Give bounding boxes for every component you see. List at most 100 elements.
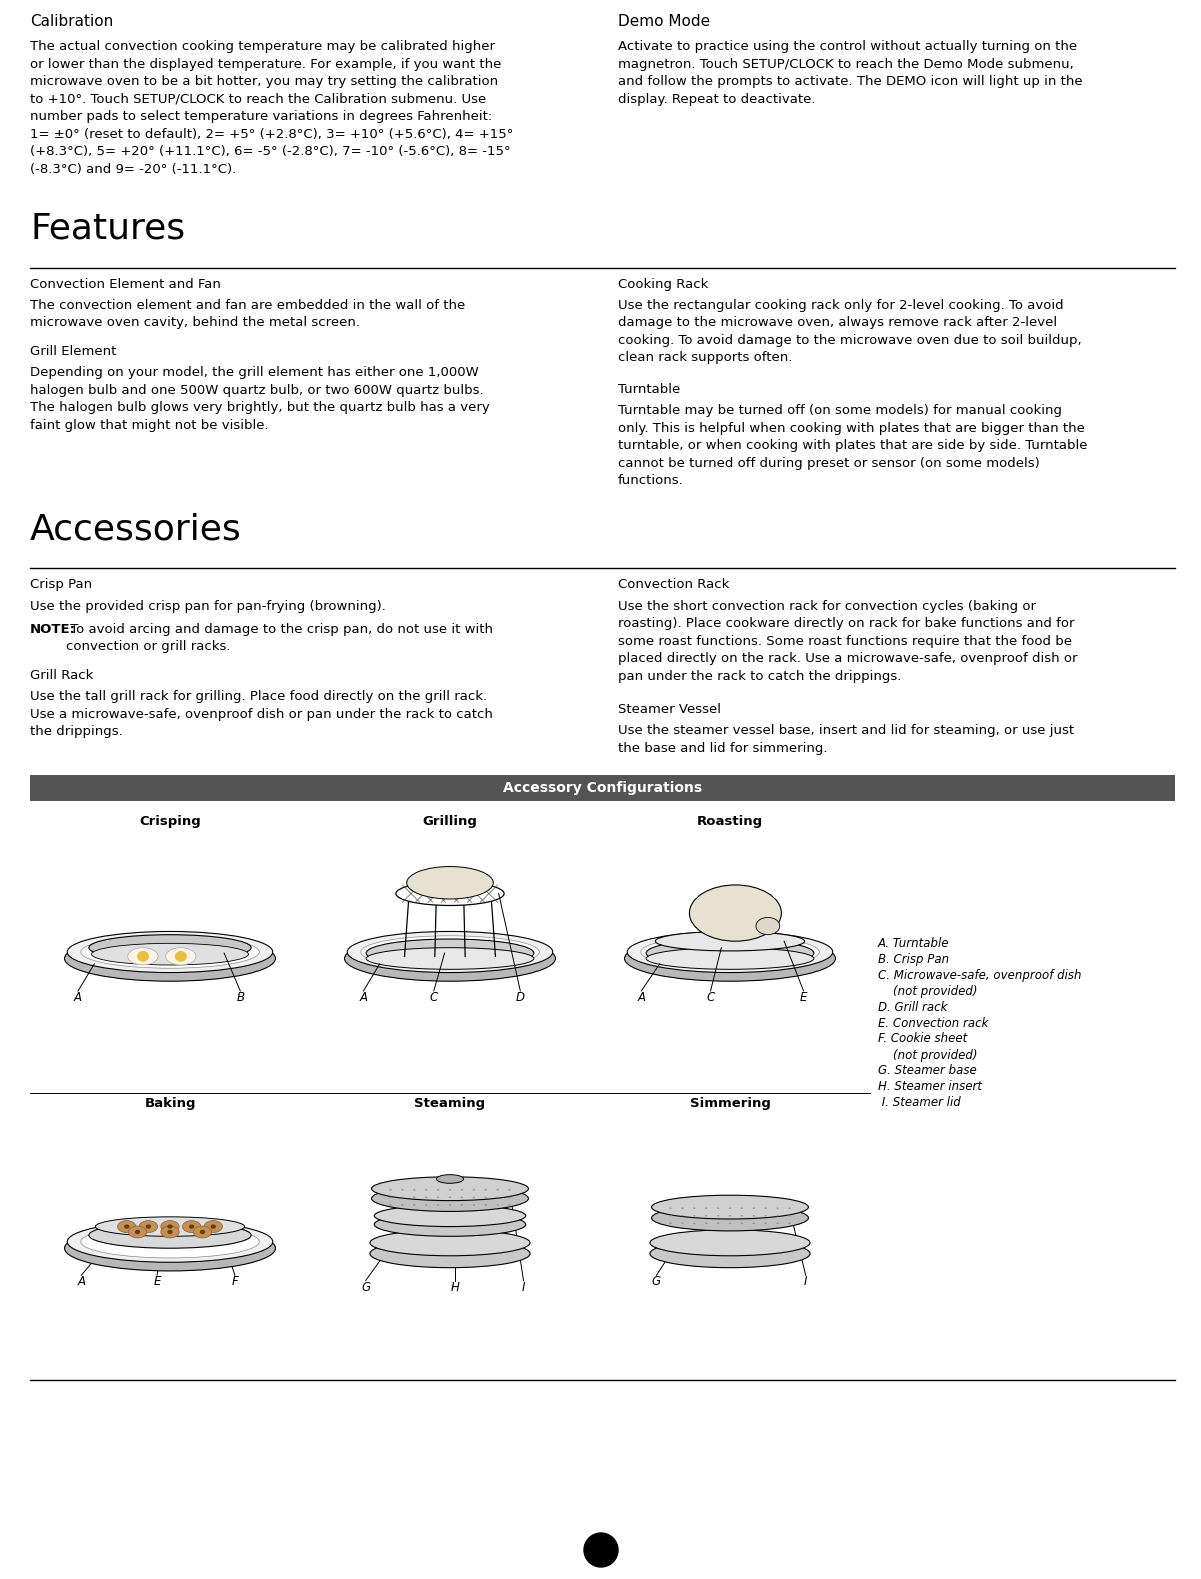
Ellipse shape — [166, 947, 196, 965]
Ellipse shape — [139, 1221, 157, 1233]
Text: NOTE:: NOTE: — [30, 622, 76, 636]
Text: To avoid arcing and damage to the crisp pan, do not use it with
convection or gr: To avoid arcing and damage to the crisp … — [66, 622, 492, 654]
Text: H. Steamer insert: H. Steamer insert — [878, 1080, 982, 1093]
Ellipse shape — [167, 1224, 173, 1228]
Ellipse shape — [669, 1208, 671, 1210]
Ellipse shape — [681, 1222, 683, 1224]
Ellipse shape — [656, 932, 805, 951]
Ellipse shape — [625, 936, 836, 981]
Ellipse shape — [437, 1189, 440, 1191]
Text: B: B — [237, 992, 244, 1004]
Ellipse shape — [210, 1224, 216, 1228]
Ellipse shape — [652, 1205, 808, 1232]
Ellipse shape — [717, 1222, 719, 1224]
Ellipse shape — [681, 1208, 683, 1210]
Text: D. Grill rack: D. Grill rack — [878, 1001, 948, 1014]
Ellipse shape — [627, 932, 832, 973]
Ellipse shape — [776, 1222, 779, 1224]
Ellipse shape — [788, 1222, 790, 1224]
Ellipse shape — [460, 1197, 464, 1198]
Ellipse shape — [669, 1214, 671, 1216]
Ellipse shape — [705, 1208, 707, 1210]
Text: Activate to practice using the control without actually turning on the
magnetron: Activate to practice using the control w… — [619, 39, 1082, 106]
Ellipse shape — [129, 1225, 147, 1238]
Ellipse shape — [401, 1197, 404, 1198]
Ellipse shape — [89, 1222, 251, 1249]
Ellipse shape — [137, 951, 149, 962]
Text: D: D — [515, 992, 525, 1004]
Ellipse shape — [413, 1197, 416, 1198]
Text: Roasting: Roasting — [697, 815, 763, 827]
Text: A. Turntable: A. Turntable — [878, 936, 950, 951]
Ellipse shape — [80, 936, 259, 968]
Ellipse shape — [693, 1214, 695, 1216]
Ellipse shape — [776, 1208, 779, 1210]
Ellipse shape — [161, 1225, 179, 1238]
Ellipse shape — [693, 1222, 695, 1224]
Ellipse shape — [371, 1186, 528, 1211]
Text: Use the provided crisp pan for pan-frying (browning).: Use the provided crisp pan for pan-fryin… — [30, 600, 386, 613]
Ellipse shape — [449, 1197, 452, 1198]
Ellipse shape — [425, 1197, 428, 1198]
Text: Crisp Pan: Crisp Pan — [30, 578, 92, 592]
Text: I: I — [803, 1276, 807, 1288]
Ellipse shape — [80, 1225, 259, 1258]
Text: Steamer Vessel: Steamer Vessel — [619, 703, 721, 717]
Ellipse shape — [472, 1197, 476, 1198]
Ellipse shape — [436, 1175, 464, 1183]
Ellipse shape — [389, 1189, 392, 1191]
Ellipse shape — [366, 940, 533, 968]
Ellipse shape — [741, 1208, 743, 1210]
Ellipse shape — [755, 917, 779, 935]
Ellipse shape — [389, 1205, 392, 1206]
Text: A: A — [77, 1276, 85, 1288]
Ellipse shape — [371, 1176, 528, 1200]
Ellipse shape — [89, 935, 251, 960]
Ellipse shape — [407, 867, 494, 898]
Ellipse shape — [167, 1230, 173, 1235]
Ellipse shape — [689, 884, 782, 941]
Ellipse shape — [646, 947, 814, 970]
Ellipse shape — [67, 1221, 273, 1262]
Text: A: A — [359, 992, 368, 1004]
Text: I: I — [521, 1281, 525, 1293]
Text: Demo Mode: Demo Mode — [619, 14, 710, 28]
Text: C: C — [430, 992, 438, 1004]
Text: Accessory Configurations: Accessory Configurations — [503, 780, 703, 794]
Ellipse shape — [652, 1195, 808, 1219]
Ellipse shape — [127, 947, 159, 965]
Text: Convection Element and Fan: Convection Element and Fan — [30, 278, 221, 291]
Ellipse shape — [425, 1205, 428, 1206]
Ellipse shape — [199, 1230, 205, 1235]
Ellipse shape — [175, 951, 187, 962]
Ellipse shape — [396, 881, 504, 905]
Ellipse shape — [764, 1214, 767, 1216]
Ellipse shape — [788, 1208, 790, 1210]
Ellipse shape — [508, 1189, 510, 1191]
Ellipse shape — [472, 1189, 476, 1191]
Ellipse shape — [413, 1189, 416, 1191]
Text: Use the steamer vessel base, insert and lid for steaming, or use just
the base a: Use the steamer vessel base, insert and … — [619, 725, 1074, 755]
Text: H: H — [450, 1281, 460, 1293]
Text: Depending on your model, the grill element has either one 1,000W
halogen bulb an: Depending on your model, the grill eleme… — [30, 366, 490, 431]
Text: A: A — [638, 992, 645, 1004]
Text: Baking: Baking — [144, 1097, 196, 1110]
Ellipse shape — [646, 940, 814, 968]
Text: G: G — [652, 1276, 661, 1288]
Ellipse shape — [437, 1205, 440, 1206]
Ellipse shape — [484, 1197, 488, 1198]
Ellipse shape — [681, 1214, 683, 1216]
Ellipse shape — [370, 1230, 530, 1255]
Text: The convection element and fan are embedded in the wall of the
microwave oven ca: The convection element and fan are embed… — [30, 298, 465, 328]
Ellipse shape — [135, 1230, 141, 1235]
Circle shape — [584, 1533, 619, 1566]
Ellipse shape — [508, 1197, 510, 1198]
Ellipse shape — [650, 1230, 809, 1255]
Ellipse shape — [641, 936, 819, 968]
Ellipse shape — [496, 1205, 498, 1206]
Ellipse shape — [375, 1213, 526, 1236]
Ellipse shape — [193, 1225, 211, 1238]
Text: Features: Features — [30, 212, 185, 245]
Ellipse shape — [669, 1222, 671, 1224]
Ellipse shape — [145, 1224, 151, 1228]
